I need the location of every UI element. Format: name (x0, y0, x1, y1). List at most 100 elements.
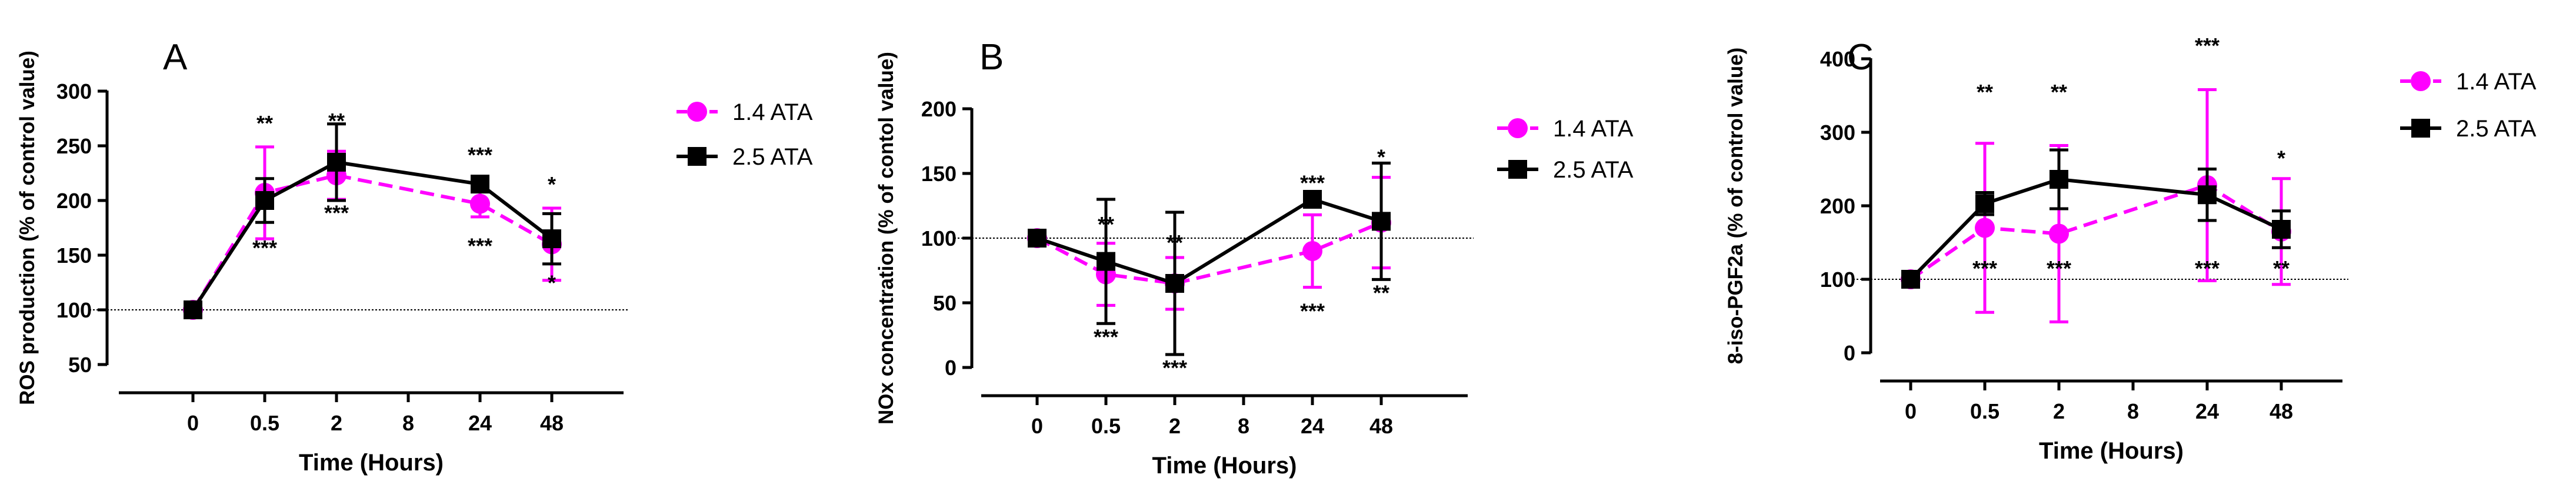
significance-annotation: * (1377, 145, 1385, 169)
x-tick-label: 0 (1031, 414, 1043, 438)
data-point (1901, 270, 1920, 289)
significance-annotation: ** (2273, 256, 2290, 280)
x-tick-label: 48 (2270, 399, 2293, 423)
legend-marker (687, 102, 707, 122)
y-tick-label: 150 (56, 243, 92, 268)
legend-label: 1.4 ATA (732, 99, 813, 125)
significance-annotation: *** (1094, 325, 1118, 349)
significance-annotation: ** (1098, 212, 1114, 236)
panel-label: A (163, 37, 188, 78)
significance-annotation: *** (468, 233, 492, 258)
legend: 1.4 ATA 2.5 ATA (1497, 116, 1634, 183)
data-point (2050, 170, 2068, 189)
series-line (1037, 197, 1382, 286)
data-point (1975, 218, 1995, 238)
series-2-5-ata (1901, 148, 2291, 289)
y-tick-label: 50 (68, 353, 92, 377)
y-tick-label: 0 (945, 356, 957, 380)
data-point (2049, 223, 2069, 244)
legend-marker (2411, 119, 2430, 138)
data-point (1028, 229, 1047, 248)
series-1-4-ata (183, 145, 562, 320)
y-tick-label: 250 (56, 134, 92, 158)
x-tick-label: 0 (187, 411, 199, 435)
x-tick-label: 24 (1301, 414, 1324, 438)
significance-annotation: * (548, 172, 556, 196)
data-point (2198, 185, 2217, 205)
data-point (1165, 274, 1184, 293)
y-tick-label: 0 (1844, 341, 1855, 365)
x-tick-label: 8 (1238, 414, 1249, 438)
significance-annotation: ** (2051, 80, 2067, 104)
data-point (1372, 212, 1391, 231)
data-point (327, 152, 346, 172)
y-tick-label: 100 (56, 298, 92, 322)
legend-marker (2411, 71, 2431, 91)
significance-annotation: ** (328, 109, 345, 133)
significance-annotation: ** (1373, 281, 1389, 305)
series-line (1036, 220, 1382, 286)
panel-label: B (979, 37, 1004, 78)
data-point (1302, 241, 1322, 261)
x-tick-label: 0.5 (250, 411, 279, 435)
x-tick-label: 24 (2195, 399, 2219, 423)
legend-marker (1508, 118, 1528, 138)
y-tick-label: 100 (1820, 268, 1855, 292)
significance-annotation: *** (1162, 356, 1187, 380)
x-tick-label: 48 (1369, 414, 1393, 438)
data-point (1975, 194, 1994, 213)
significance-annotation: * (2277, 146, 2285, 170)
significance-annotation: * (548, 271, 556, 295)
x-tick-label: 8 (402, 411, 414, 435)
x-tick-label: 48 (540, 411, 564, 435)
legend-marker (1508, 160, 1527, 179)
legend-label: 1.4 ATA (2456, 69, 2537, 95)
x-tick-label: 2 (2053, 399, 2065, 423)
y-tick-label: 100 (921, 226, 957, 250)
series-2-5-ata (184, 122, 561, 319)
x-tick-label: 0.5 (1091, 414, 1121, 438)
y-tick-label: 200 (921, 97, 957, 121)
data-point (1303, 190, 1322, 209)
series-2-5-ata (1028, 161, 1391, 356)
x-tick-label: 24 (468, 411, 492, 435)
legend: 1.4 ATA 2.5 ATA (2400, 69, 2537, 142)
series-line (191, 173, 553, 311)
y-axis-title: NOx concentration (% of contol value) (875, 52, 898, 425)
data-point (471, 175, 489, 194)
series-line (1909, 183, 2282, 281)
y-tick-label: 300 (1820, 121, 1855, 145)
data-point (542, 229, 561, 249)
data-point (255, 191, 274, 210)
data-point (1097, 252, 1115, 271)
x-axis-title: Time (Hours) (299, 450, 444, 476)
data-point (2272, 220, 2291, 239)
x-tick-label: 0.5 (1970, 399, 2000, 423)
significance-annotation: *** (2195, 34, 2220, 58)
x-tick-label: 8 (2127, 399, 2139, 423)
y-tick-label: 50 (933, 291, 957, 315)
y-tick-label: 200 (56, 189, 92, 213)
legend-label: 1.4 ATA (1553, 116, 1634, 142)
y-tick-label: 400 (1820, 47, 1855, 71)
significance-annotation: *** (324, 200, 349, 225)
significance-annotation: *** (252, 236, 277, 260)
x-axis-title: Time (Hours) (1152, 453, 1297, 479)
y-tick-label: 150 (921, 162, 957, 186)
legend: 1.4 ATA 2.5 ATA (677, 99, 813, 170)
x-tick-label: 2 (331, 411, 342, 435)
significance-annotation: *** (468, 143, 492, 167)
significance-annotation: *** (2195, 256, 2220, 280)
y-axis-title: ROS production (% of control value) (16, 51, 39, 405)
chart-panel-a: A 50 100 150 200 250 300 0 0.5 2 8 24 48 Time (Hours)… (16, 37, 813, 476)
y-axis-title: 8-iso-PGF2a (% of control value) (1724, 48, 1747, 365)
data-point (184, 300, 202, 319)
significance-annotation: *** (1300, 299, 1325, 323)
x-tick-label: 0 (1905, 399, 1917, 423)
y-tick-label: 200 (1820, 194, 1855, 218)
x-axis-title: Time (Hours) (2039, 438, 2184, 464)
series-1-4-ata (1027, 176, 1391, 311)
legend-marker (688, 147, 707, 166)
